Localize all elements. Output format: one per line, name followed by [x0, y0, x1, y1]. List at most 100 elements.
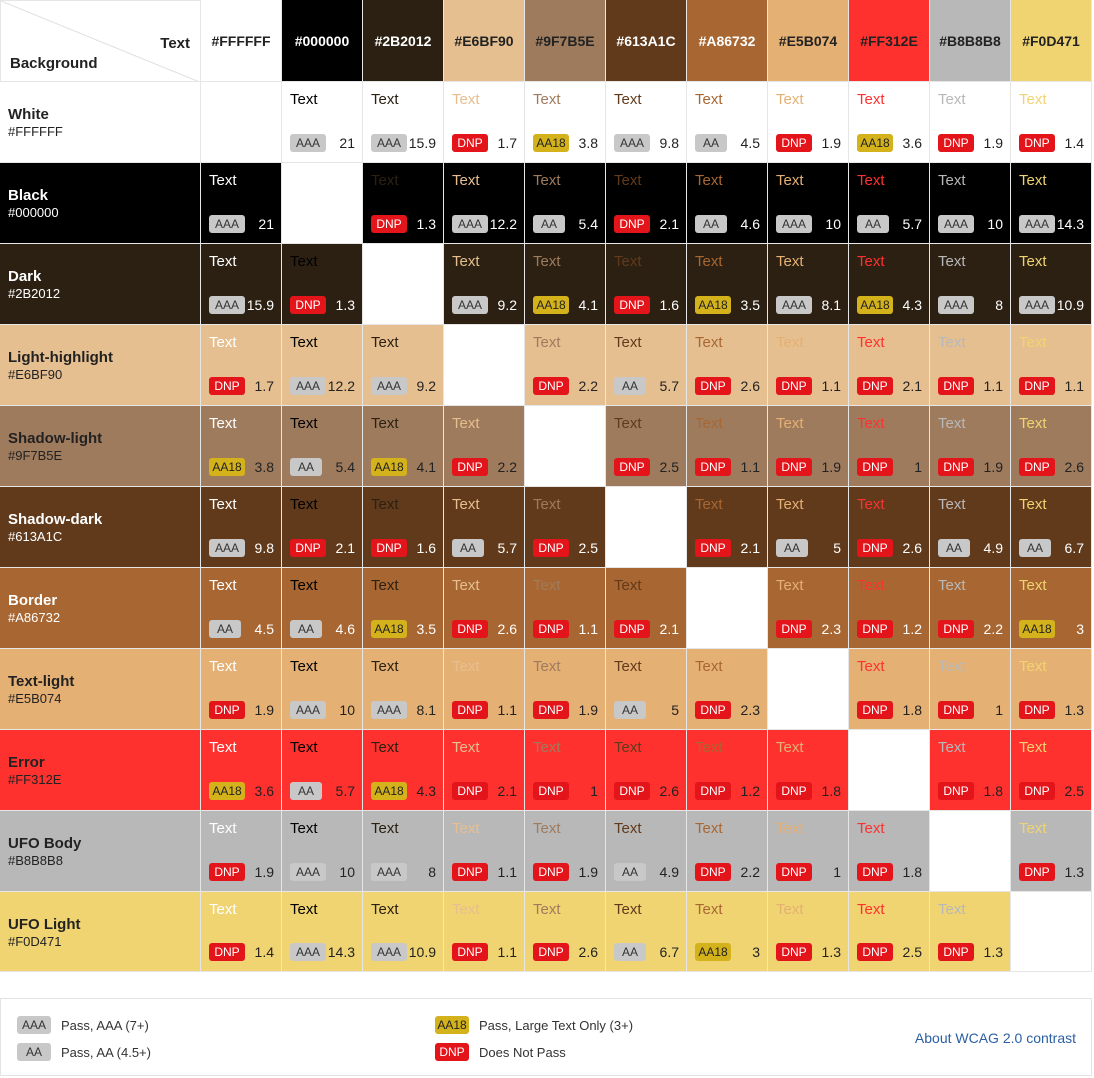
contrast-cell: Text DNP 2.1: [849, 325, 930, 406]
rating-badge-dnp: DNP: [938, 701, 974, 719]
sample-text: Text: [938, 253, 966, 270]
contrast-cell: Text AAA 10: [768, 163, 849, 244]
contrast-cell: Text DNP 2.6: [525, 892, 606, 972]
rating-badge-dnp: DNP: [695, 863, 731, 881]
rating-badge-dnp: DNP: [533, 943, 569, 961]
legend: AAA Pass, AAA (7+) AA Pass, AA (4.5+) AA…: [0, 998, 1092, 1076]
contrast-cell: Text AA 5: [768, 487, 849, 568]
rating-badge-aa: AA: [776, 539, 808, 557]
legend-label-aa18: Pass, Large Text Only (3+): [479, 1017, 634, 1033]
contrast-ratio: 1.8: [902, 702, 922, 718]
contrast-cell: Text AA 5.7: [282, 730, 363, 811]
sample-text: Text: [857, 334, 885, 351]
rating-badge-dnp: DNP: [452, 134, 488, 152]
rating-badge-dnp: DNP: [776, 943, 812, 961]
sample-text: Text: [776, 334, 804, 351]
contrast-cell: Text AA18 4.3: [849, 244, 930, 325]
row-color-hex: #F0D471: [8, 934, 62, 949]
contrast-cell: Text DNP 2.3: [768, 568, 849, 649]
contrast-ratio: 1.9: [254, 864, 274, 880]
rating-badge-aa: AA: [938, 539, 970, 557]
contrast-ratio: 8: [995, 297, 1003, 313]
sample-text: Text: [209, 415, 237, 432]
contrast-ratio: 1.7: [254, 378, 274, 394]
contrast-ratio: 5: [833, 540, 841, 556]
rating-badge-dnp: DNP: [776, 863, 812, 881]
row-color-hex: #E6BF90: [8, 367, 63, 382]
column-header-ufo-light: #F0D471: [1011, 0, 1092, 82]
contrast-ratio: 10: [339, 864, 355, 880]
sample-text: Text: [452, 658, 480, 675]
contrast-cell: Text DNP 1.4: [201, 892, 282, 972]
rating-badge-dnp: DNP: [209, 863, 245, 881]
rating-badge-dnp: DNP: [452, 863, 488, 881]
contrast-cell: Text AA18 3.6: [849, 82, 930, 163]
row-color-hex: #B8B8B8: [8, 853, 63, 868]
rating-badge-aa: AA: [614, 377, 646, 395]
contrast-ratio: 9.8: [659, 135, 679, 151]
contrast-cell: Text AA 6.7: [1011, 487, 1092, 568]
sample-text: Text: [209, 496, 237, 513]
contrast-ratio: 5.7: [497, 540, 517, 556]
column-header-black: #000000: [282, 0, 363, 82]
legend-badge-aa18: AA18: [435, 1016, 469, 1034]
wcag-contrast-link[interactable]: About WCAG 2.0 contrast: [914, 1030, 1076, 1046]
rating-badge-dnp: DNP: [938, 377, 974, 395]
sample-text: Text: [371, 820, 399, 837]
sample-text: Text: [938, 577, 966, 594]
rating-badge-aaa: AAA: [209, 215, 245, 233]
empty-cell: [687, 568, 768, 649]
contrast-cell: Text AA 5.4: [525, 163, 606, 244]
row-header-dark: Dark #2B2012: [0, 244, 201, 325]
sample-text: Text: [371, 334, 399, 351]
contrast-cell: Text DNP 2.1: [687, 487, 768, 568]
contrast-cell: Text DNP 1.6: [606, 244, 687, 325]
sample-text: Text: [695, 739, 723, 756]
contrast-cell: Text AA 4.9: [930, 487, 1011, 568]
column-header-text-light: #E5B074: [768, 0, 849, 82]
rating-badge-dnp: DNP: [776, 620, 812, 638]
sample-text: Text: [614, 415, 642, 432]
sample-text: Text: [1019, 820, 1047, 837]
contrast-cell: Text DNP 1.7: [201, 325, 282, 406]
contrast-cell: Text AA 4.5: [687, 82, 768, 163]
contrast-ratio: 1: [590, 783, 598, 799]
contrast-ratio: 9.2: [497, 297, 517, 313]
sample-text: Text: [533, 577, 561, 594]
contrast-ratio: 14.3: [327, 944, 355, 960]
rating-badge-aaa: AAA: [290, 701, 326, 719]
corner-header: Text Background: [0, 0, 201, 82]
contrast-ratio: 3.6: [254, 783, 274, 799]
sample-text: Text: [857, 415, 885, 432]
row-color-name: UFO Light: [8, 916, 81, 933]
sample-text: Text: [452, 901, 480, 918]
legend-item-aa18: AA18 Pass, Large Text Only (3+): [435, 1016, 633, 1034]
contrast-cell: Text DNP 1.1: [444, 811, 525, 892]
contrast-ratio: 1.1: [497, 702, 517, 718]
contrast-ratio: 2.6: [659, 783, 679, 799]
sample-text: Text: [857, 820, 885, 837]
row-header-shadow-light: Shadow-light #9F7B5E: [0, 406, 201, 487]
sample-text: Text: [776, 91, 804, 108]
sample-text: Text: [371, 172, 399, 189]
rating-badge-aa: AA: [290, 620, 322, 638]
row-color-hex: #E5B074: [8, 691, 62, 706]
sample-text: Text: [1019, 739, 1047, 756]
empty-cell: [930, 811, 1011, 892]
contrast-ratio: 2.6: [578, 944, 598, 960]
contrast-cell: Text AA 5.7: [444, 487, 525, 568]
sample-text: Text: [776, 415, 804, 432]
sample-text: Text: [614, 820, 642, 837]
sample-text: Text: [776, 577, 804, 594]
contrast-ratio: 3.6: [902, 135, 922, 151]
contrast-cell: Text DNP 1.9: [201, 811, 282, 892]
column-header-shadow-light: #9F7B5E: [525, 0, 606, 82]
contrast-cell: Text DNP 2.1: [606, 568, 687, 649]
contrast-cell: Text DNP 1.4: [1011, 82, 1092, 163]
rating-badge-dnp: DNP: [695, 782, 731, 800]
sample-text: Text: [938, 91, 966, 108]
column-header-ufo-body: #B8B8B8: [930, 0, 1011, 82]
sample-text: Text: [1019, 253, 1047, 270]
contrast-cell: Text DNP 1.8: [849, 649, 930, 730]
row-header-border: Border #A86732: [0, 568, 201, 649]
